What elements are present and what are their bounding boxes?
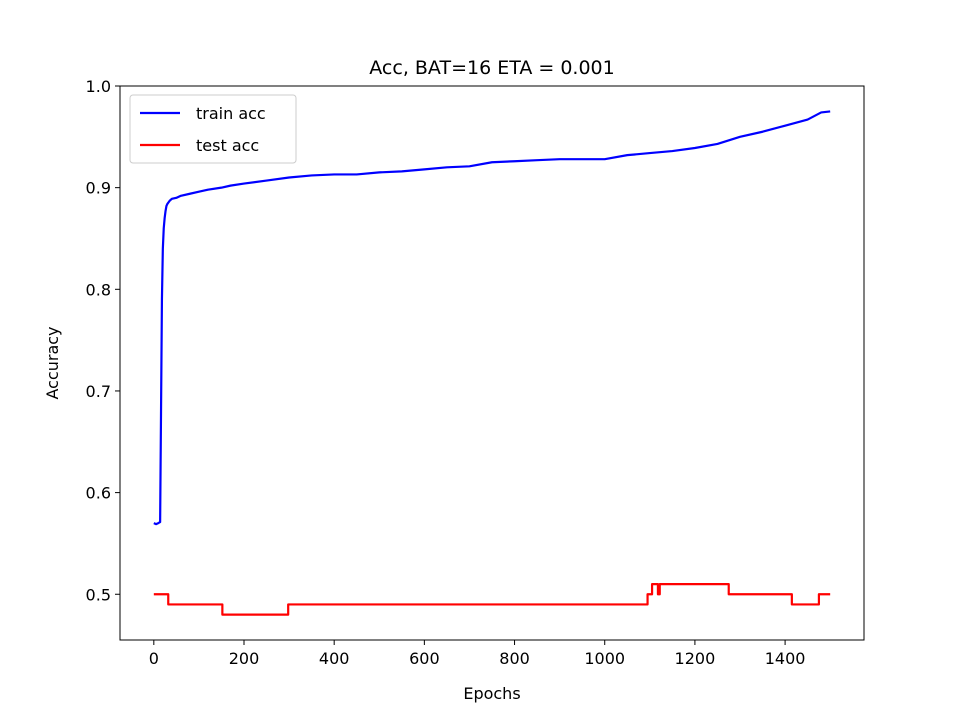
x-tick-label: 400: [319, 649, 350, 668]
legend: train acc test acc: [129, 94, 297, 164]
plot-area: [120, 86, 864, 640]
x-tick-label: 200: [229, 649, 260, 668]
legend-label-test: test acc: [196, 136, 259, 155]
y-axis: 0.5 0.6 0.7 0.8 0.9 1.0: [86, 77, 120, 604]
x-tick-label: 1200: [675, 649, 716, 668]
series-line-test-acc: [153, 582, 831, 616]
x-tick-label: 1400: [765, 649, 806, 668]
plot-frame: [119, 85, 865, 641]
y-tick-label: 0.6: [86, 484, 111, 503]
series-line-train-acc: [153, 110, 831, 526]
y-tick-label: 0.9: [86, 179, 111, 198]
legend-label-train: train acc: [196, 104, 266, 123]
x-tick-label: 600: [409, 649, 440, 668]
y-axis-label: Accuracy: [43, 326, 62, 399]
y-tick-label: 1.0: [86, 77, 111, 96]
x-axis-label: Epochs: [463, 684, 520, 703]
x-tick-label: 800: [499, 649, 530, 668]
x-axis: 0 200 400 600 800 1000 1200 1400: [149, 640, 806, 668]
series-layer: [153, 110, 831, 616]
y-tick-label: 0.5: [86, 585, 111, 604]
y-tick-label: 0.7: [86, 382, 111, 401]
x-tick-label: 1000: [584, 649, 625, 668]
chart-title: Acc, BAT=16 ETA = 0.001: [369, 57, 614, 79]
x-tick-label: 0: [149, 649, 159, 668]
y-tick-label: 0.8: [86, 280, 111, 299]
